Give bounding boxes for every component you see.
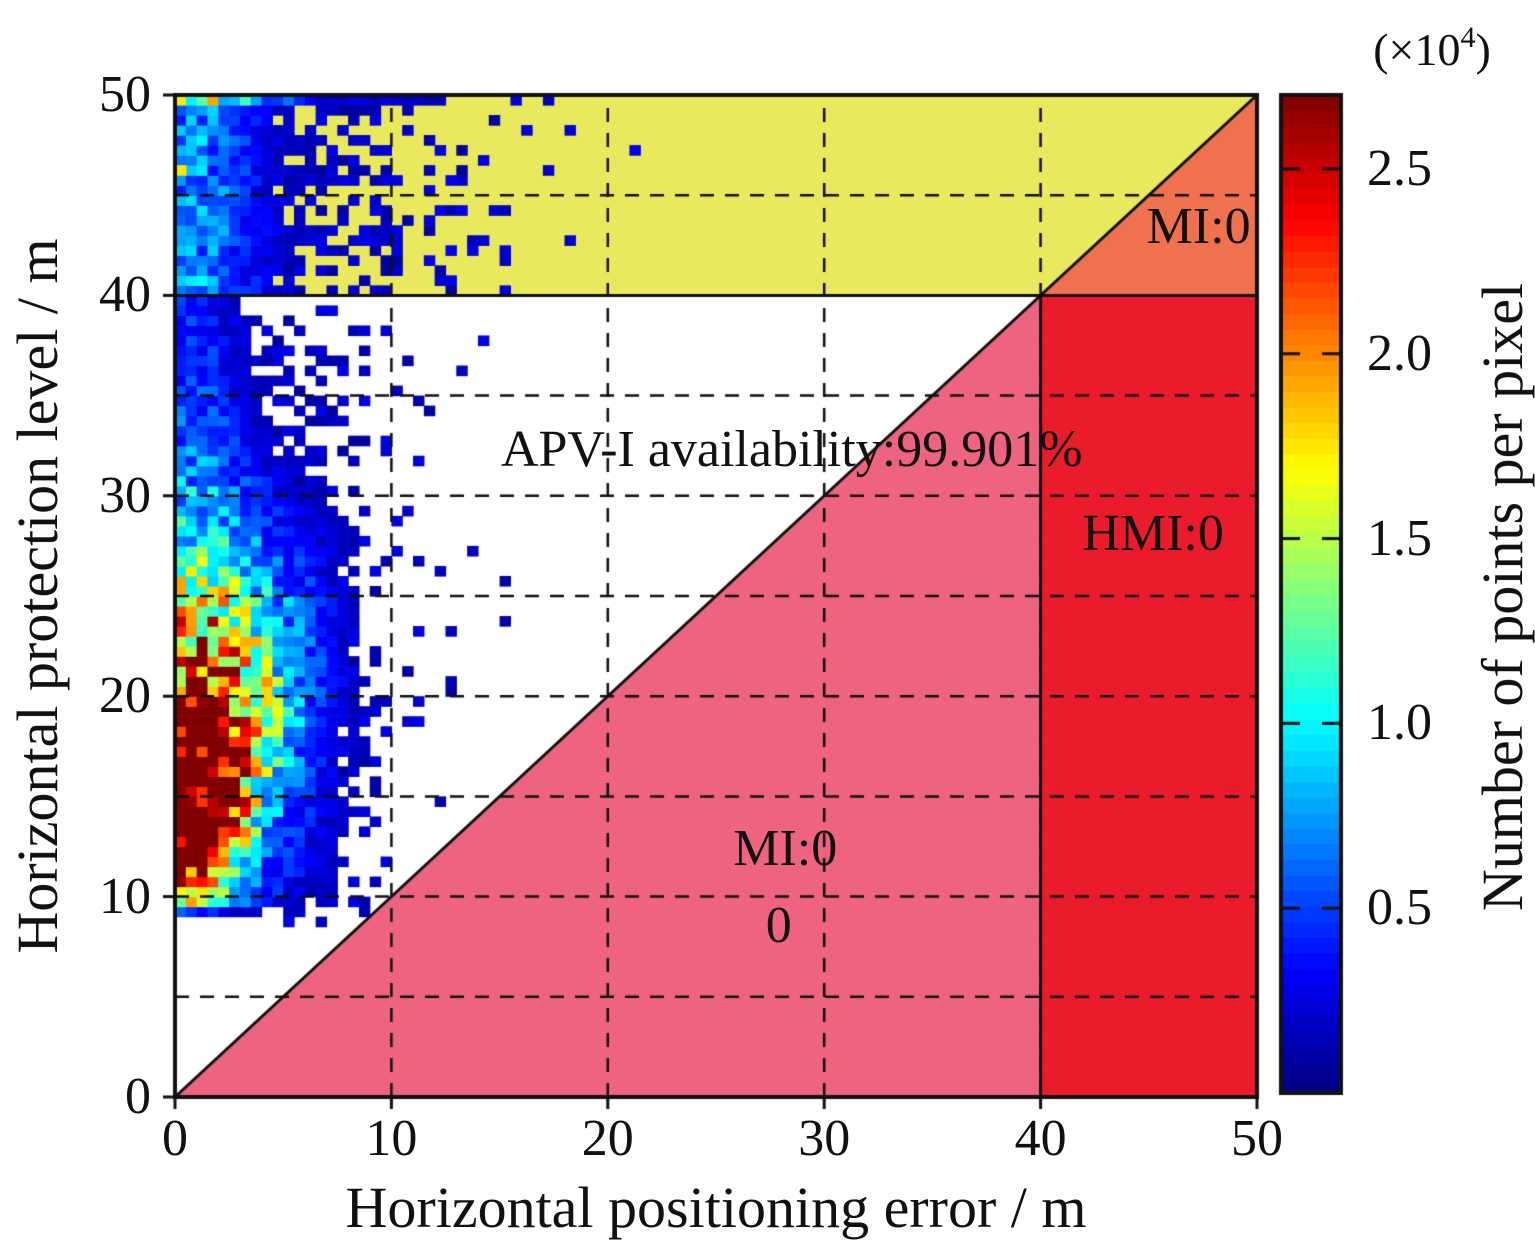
scale-note-suffix: ) (1475, 24, 1491, 75)
mi-annotation: MI:0 (733, 819, 838, 877)
mi-count-annotation: 0 (765, 896, 792, 954)
x-tick-label: 40 (1014, 1110, 1067, 1167)
y-tick-label: 10 (99, 867, 151, 925)
colorbar-tick-label: 2.5 (1367, 139, 1432, 197)
x-tick-label: 30 (798, 1110, 851, 1167)
scale-note-exponent: 4 (1460, 21, 1476, 54)
y-axis-title: Horizontal protection level / m (5, 238, 70, 954)
x-tick-label: 20 (581, 1110, 634, 1167)
availability-annotation: APV-I availability:99.901% (500, 420, 1083, 478)
mi-unavailable-annotation: MI:0 (1146, 198, 1251, 256)
colorbar-tick-label: 1.0 (1367, 694, 1432, 752)
y-tick-label: 50 (99, 66, 151, 123)
x-axis-title: Horizontal positioning error / m (345, 1175, 1087, 1240)
y-tick-label: 30 (99, 466, 151, 524)
colorbar-scale-note: (×104) (1373, 23, 1491, 73)
x-tick-label: 50 (1231, 1110, 1283, 1167)
colorbar-tick-label: 2.0 (1367, 324, 1432, 382)
colorbar-tick-label: 0.5 (1367, 879, 1432, 937)
x-tick-label: 10 (365, 1110, 418, 1167)
y-tick-label: 0 (125, 1068, 151, 1125)
colorbar-tick-label: 1.5 (1367, 509, 1432, 567)
scale-note-prefix: (×10 (1373, 24, 1461, 75)
y-tick-label: 20 (99, 667, 151, 725)
colorbar-title: Number of points per pixel (1470, 282, 1535, 912)
x-tick-label: 0 (162, 1110, 188, 1167)
hmi-annotation: HMI:0 (1082, 504, 1224, 562)
y-tick-label: 40 (99, 266, 151, 324)
